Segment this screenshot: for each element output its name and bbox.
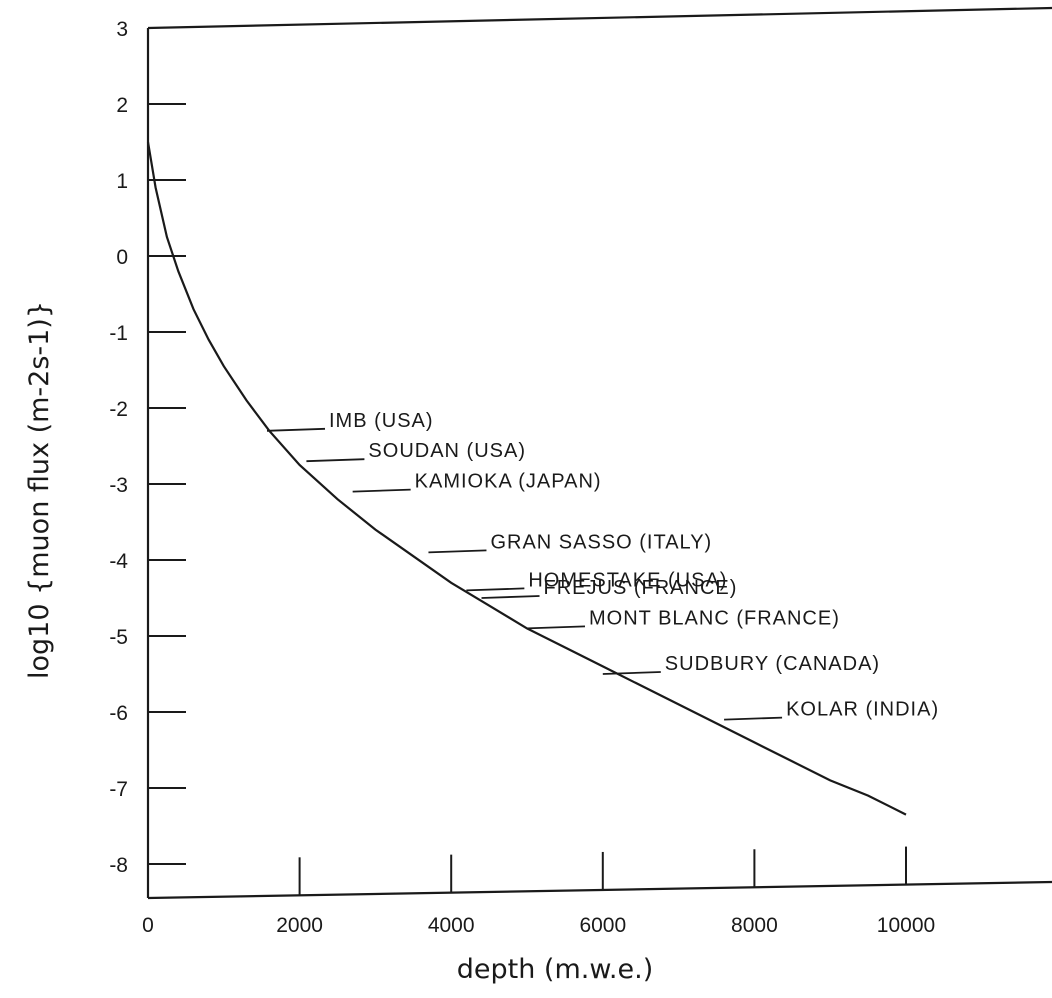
- axes: [146, 6, 1052, 900]
- site-leader-line: [306, 458, 365, 463]
- site-leader-line: [481, 595, 540, 599]
- site-annotation: FREJUS (FRANCE): [481, 577, 738, 599]
- y-tick-label: -8: [109, 854, 128, 877]
- x-tick-label: 4000: [428, 914, 475, 937]
- site-label: SOUDAN (USA): [368, 440, 526, 462]
- muon-flux-curve: [146, 141, 907, 816]
- site-annotation: GRAN SASSO (ITALY): [428, 531, 712, 554]
- y-tick-label: 1: [116, 170, 128, 193]
- y-tick-label: 2: [116, 94, 128, 117]
- y-tick-label: -5: [109, 626, 128, 649]
- site-annotation: KAMIOKA (JAPAN): [352, 471, 602, 493]
- x-tick-label: 0: [142, 914, 154, 937]
- tick-labels: 3 2 1 0 -1 -2 -3 -4 -5 -6 -7 -8 0 2000 4000 6000 8000 100…: [109, 18, 935, 937]
- x-tick-label: 6000: [579, 914, 626, 937]
- site-leader-line: [428, 549, 487, 554]
- y-tick-label: -1: [109, 322, 128, 345]
- site-label: GRAN SASSO (ITALY): [490, 531, 712, 553]
- site-label: KAMIOKA (JAPAN): [415, 471, 602, 493]
- site-label: SUDBURY (CANADA): [665, 653, 880, 675]
- site-label: IMB (USA): [329, 410, 434, 432]
- y-tick-label: -7: [109, 778, 128, 801]
- site-annotation: KOLAR (INDIA): [724, 699, 939, 721]
- site-leader-line: [602, 671, 661, 675]
- site-annotation: SUDBURY (CANADA): [602, 653, 880, 675]
- x-tick-label: 8000: [731, 914, 778, 937]
- site-label: MONT BLANC (FRANCE): [589, 607, 840, 629]
- x-tick-label: 10000: [877, 914, 935, 937]
- site-annotations: IMB (USA) SOUDAN (USA) KAMIOKA (JAPAN) GRAN…: [266, 410, 939, 721]
- y-tick-label: 3: [116, 18, 128, 41]
- y-tick-label: -6: [109, 702, 128, 725]
- x-tick-label: 2000: [276, 914, 323, 937]
- tick-marks: [148, 103, 907, 896]
- y-tick-label: -2: [109, 398, 128, 421]
- x-axis-title: depth (m.w.e.): [457, 954, 654, 985]
- site-label: KOLAR (INDIA): [786, 699, 939, 721]
- site-label: HOMESTAKE (USA): [528, 569, 727, 591]
- y-tick-label: -4: [109, 550, 128, 573]
- top-frame-line: [147, 6, 1052, 30]
- y-tick-label: 0: [116, 246, 128, 269]
- site-annotation: HOMESTAKE (USA): [466, 569, 727, 592]
- site-annotation: SOUDAN (USA): [306, 440, 526, 463]
- site-label: FREJUS (FRANCE): [544, 577, 738, 599]
- x-axis-line: [147, 880, 1052, 900]
- y-axis-title: log10 {muon flux (m-2s-1)}: [24, 301, 55, 679]
- site-leader-line: [352, 488, 411, 493]
- site-leader-line: [724, 716, 783, 721]
- site-leader-line: [466, 587, 525, 592]
- site-annotation: IMB (USA): [266, 410, 434, 432]
- site-leader-line: [526, 625, 586, 630]
- y-tick-label: -3: [109, 474, 128, 497]
- site-leader-line: [266, 427, 326, 432]
- site-annotation: MONT BLANC (FRANCE): [526, 607, 840, 630]
